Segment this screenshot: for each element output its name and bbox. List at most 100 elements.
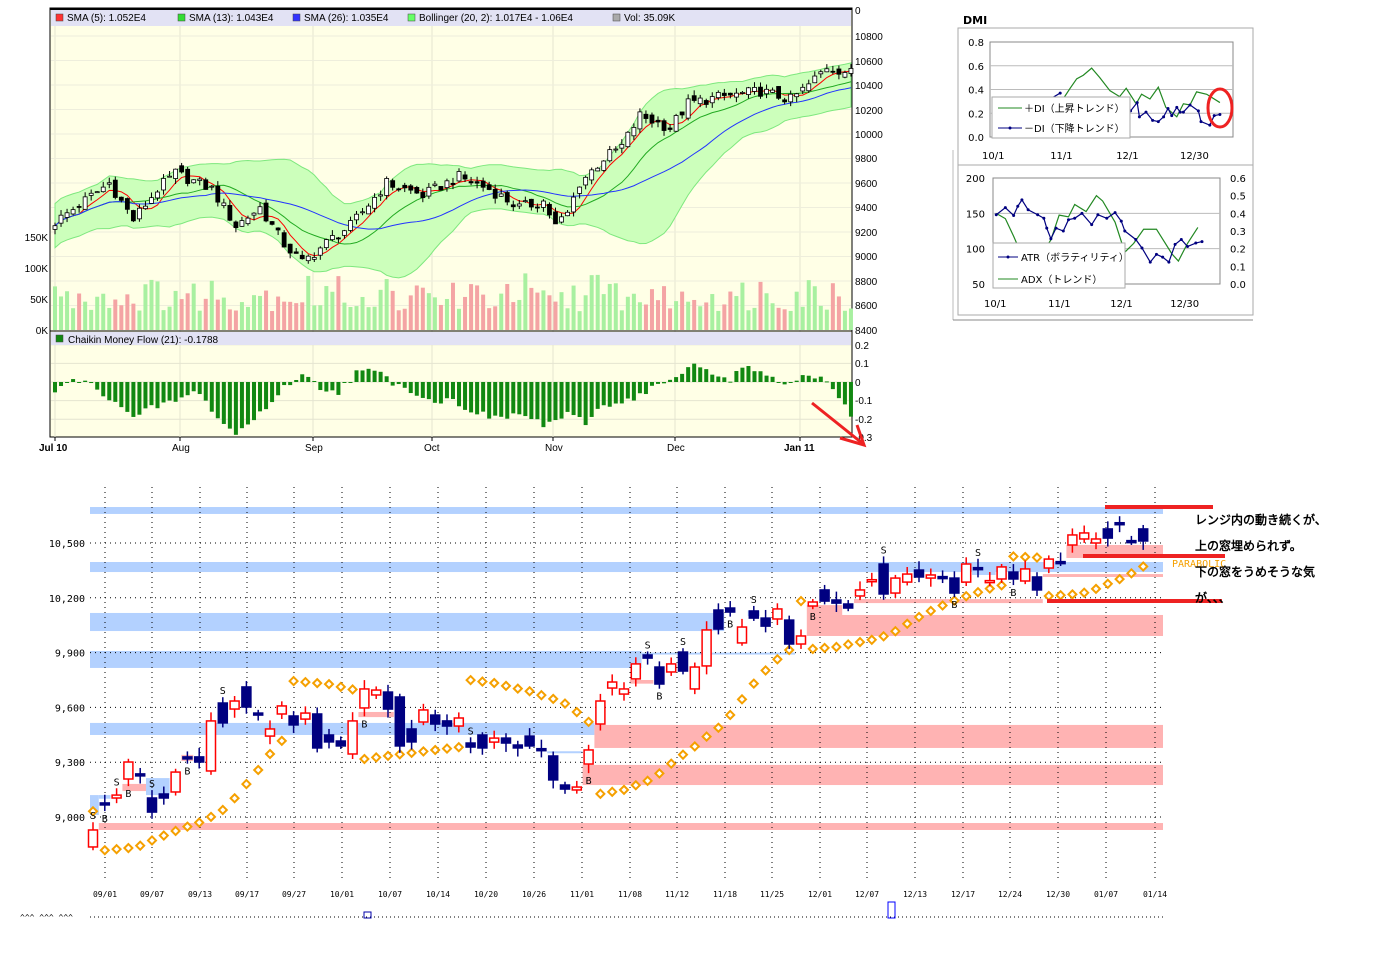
signal-sell: S [881, 545, 887, 556]
cmf-bar [384, 376, 389, 382]
psar-dot [512, 683, 524, 695]
cmf-bar [463, 382, 468, 410]
candle [420, 188, 426, 203]
dmi-axis-label: 0.4 [968, 86, 984, 97]
candle-body [444, 180, 450, 189]
candle-body [70, 209, 76, 215]
candle-body [630, 663, 642, 680]
price-axis-label: 8800 [855, 277, 878, 288]
candle-body [287, 243, 293, 254]
cmf-bar [408, 382, 413, 394]
price-window-band [90, 612, 725, 632]
price-axis-label: 8600 [855, 301, 878, 312]
candle-body [721, 92, 727, 96]
psar-dot [264, 748, 276, 760]
price-axis-label: 9800 [855, 154, 878, 165]
candle-body [205, 720, 217, 772]
atr-line-point [1123, 229, 1127, 233]
x-axis-label: Dec [667, 443, 685, 454]
date-label: 12/01 [808, 890, 832, 899]
price-window-band [641, 652, 795, 655]
volume-axis-label: 100K [25, 264, 49, 275]
legend-label: Vol: 35.09K [624, 13, 675, 24]
psar-dot [453, 741, 465, 753]
cmf-bar [583, 382, 588, 426]
candle-body [311, 713, 323, 749]
candle [772, 603, 783, 626]
candle-body [740, 92, 745, 94]
cmf-bar [595, 382, 600, 409]
candle [498, 188, 504, 197]
volume-bar [77, 293, 82, 330]
volume-bar [547, 295, 552, 330]
psar-dot [1114, 573, 1126, 585]
candle-body [795, 635, 807, 645]
candle [394, 693, 406, 753]
candle [311, 252, 317, 262]
candle-body [58, 214, 64, 224]
candle-body [727, 92, 733, 96]
candle-body [770, 89, 775, 93]
volume-bar [782, 309, 787, 330]
candle [516, 200, 522, 210]
candle-body [901, 573, 913, 583]
candle [536, 739, 547, 758]
candle-body [510, 204, 516, 208]
candle-body [438, 186, 444, 191]
date-label: 11/01 [570, 890, 594, 899]
date-label: 10/01 [330, 890, 354, 899]
candle-body [807, 601, 819, 607]
signal-sell: S [149, 779, 155, 790]
candle [1102, 521, 1114, 547]
date-label: 12/07 [855, 890, 879, 899]
candle-body [100, 186, 106, 193]
volume-bar [366, 307, 371, 330]
candle-body [1031, 576, 1043, 591]
volume-bar [764, 293, 769, 330]
candle [528, 198, 534, 211]
cmf-bar [89, 382, 94, 384]
candle [221, 198, 227, 209]
volume-bar [119, 305, 124, 330]
candle-body [1090, 538, 1102, 544]
cmf-bar [197, 382, 202, 395]
cmf-bar [734, 371, 739, 382]
volume-bar [432, 297, 437, 330]
volume-bar [643, 304, 648, 330]
candle-body [559, 784, 571, 790]
volume-bar [848, 308, 853, 330]
signal-sell: S [114, 777, 120, 788]
atr-line-point [1119, 219, 1123, 223]
psar-dot [205, 811, 217, 823]
candle-body [571, 786, 583, 791]
cmf-bar [125, 382, 130, 412]
volume-bar [553, 301, 558, 330]
candle-body [703, 100, 709, 105]
bottom-stub-label: ^^^ ^^^ ^^^ [20, 913, 73, 922]
cmf-bar [143, 382, 148, 409]
candle-body [233, 221, 239, 228]
candle-body [384, 178, 390, 196]
psar-dot [335, 681, 347, 693]
cmf-bar [444, 382, 449, 399]
dmi-lower-x-label: 10/1 [984, 299, 1006, 310]
candle [848, 64, 854, 77]
candle [215, 181, 221, 207]
dmi-upper-legend [991, 96, 1131, 139]
candle [100, 181, 106, 193]
candle [631, 123, 637, 140]
candle-body [94, 191, 100, 194]
volume-axis-label: 50K [30, 295, 48, 306]
cmf-bar [848, 382, 853, 417]
cmf-bar [577, 382, 582, 418]
signal-sell: S [751, 595, 757, 606]
psar-dot [500, 680, 512, 692]
candle-body [146, 797, 158, 813]
cmf-bar [607, 382, 612, 407]
cmf-bar [517, 382, 522, 415]
cmf-bar [806, 375, 811, 382]
psar-dot [323, 678, 335, 690]
psar-dot [193, 817, 205, 828]
volume-bar [656, 300, 660, 330]
cmf-bar [692, 363, 697, 382]
